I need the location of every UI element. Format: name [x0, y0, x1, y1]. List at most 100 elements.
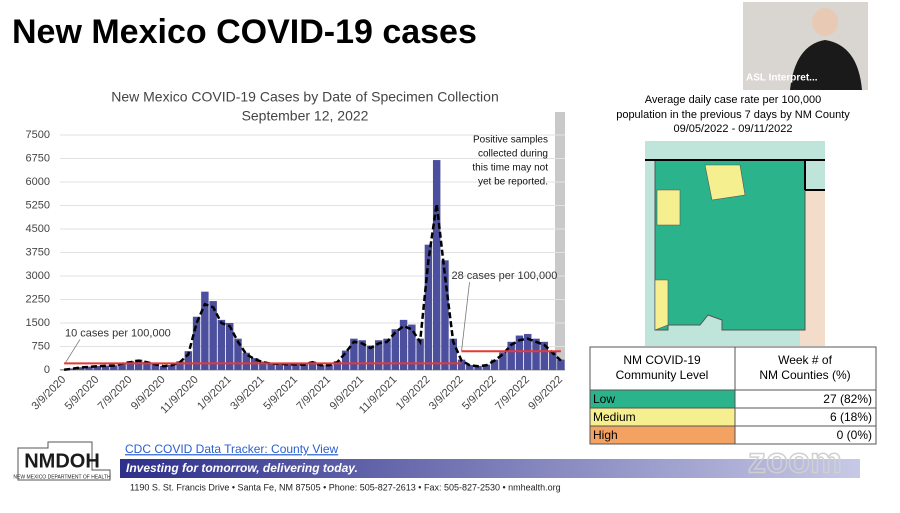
community-table: NM COVID-19 Community Level Week # of NM Co…	[589, 346, 877, 445]
bar	[540, 341, 549, 370]
bar	[143, 361, 151, 370]
bar	[383, 338, 391, 370]
bar	[192, 316, 201, 370]
y-tick-label: 5250	[26, 199, 50, 211]
bar	[466, 364, 474, 370]
bar	[366, 345, 375, 370]
reporting-lag-band	[555, 112, 565, 370]
county-medium	[704, 164, 746, 201]
bar	[101, 365, 110, 370]
x-tick-label: 3/9/2020	[30, 374, 69, 413]
annotation: this time may not	[472, 163, 548, 174]
bar	[490, 359, 499, 370]
chart-subtitle: September 12, 2022	[242, 108, 369, 124]
x-tick-label: 7/9/2020	[96, 374, 135, 413]
x-tick-label: 3/9/2022	[427, 374, 466, 413]
bar	[325, 364, 333, 370]
bar	[350, 338, 358, 370]
bar	[499, 352, 507, 370]
community-level: Low	[593, 392, 615, 406]
county-count: 0 (0%)	[837, 428, 872, 442]
link[interactable]: CDC COVID Data Tracker: County View	[125, 442, 339, 456]
table-row	[734, 425, 877, 445]
y-tick-label: 3750	[26, 246, 50, 258]
bar	[209, 301, 217, 370]
bar	[308, 361, 317, 370]
chart-title: New Mexico COVID-19 Cases by Date of Spe…	[111, 89, 499, 105]
x-tick-label: 5/9/2021	[261, 374, 300, 413]
x-tick-label: 1/9/2021	[195, 374, 234, 413]
bar	[159, 365, 168, 370]
bar	[333, 361, 342, 370]
x-tick-label: 7/9/2022	[493, 374, 532, 413]
bar	[557, 359, 565, 370]
bar	[292, 364, 300, 370]
bar	[176, 361, 184, 370]
tagline: Investing for tomorrow, delivering today…	[126, 461, 358, 475]
video-label: ASL Interpret...	[746, 73, 818, 84]
person-body	[790, 40, 862, 90]
logo-text: NMDOH	[24, 450, 100, 472]
bar	[168, 364, 176, 370]
bar	[217, 319, 226, 370]
map-title: Average daily case rate per 100,000	[645, 94, 822, 106]
y-tick-label: 4500	[26, 223, 50, 235]
bar	[341, 350, 350, 370]
address: 1190 S. St. Francis Drive • Santa Fe, NM…	[130, 482, 561, 492]
x-tick-label: 9/9/2022	[526, 374, 565, 413]
bar	[449, 338, 457, 370]
annotation: yet be reported.	[478, 177, 548, 188]
y-tick-label: 6000	[26, 176, 50, 188]
person-head	[812, 8, 838, 36]
county-medium	[656, 189, 681, 226]
bar	[317, 364, 325, 370]
tagline-bar	[120, 459, 860, 478]
bar	[300, 364, 308, 370]
county-count: 27 (82%)	[823, 392, 872, 406]
bar	[201, 291, 209, 370]
bar	[234, 338, 242, 370]
map-title: population in the previous 7 days by NM …	[616, 109, 850, 121]
y-tick-label: 6750	[26, 152, 50, 164]
bar	[416, 338, 424, 370]
map-title: 09/05/2022 - 09/11/2022	[673, 123, 792, 135]
bar	[68, 368, 77, 370]
y-tick-label: 3000	[26, 270, 50, 282]
y-tick-label: 750	[32, 340, 50, 352]
bar	[507, 341, 515, 370]
table-header-cell: NM COVID-19 Community Level	[616, 353, 709, 382]
bar	[532, 338, 540, 370]
bar	[375, 340, 383, 370]
series-annotation: 28 cases per 100,000	[452, 270, 558, 282]
table-header	[589, 346, 877, 391]
bar	[424, 244, 433, 370]
annotation: collected during	[478, 149, 548, 160]
bar	[515, 335, 524, 370]
series-annotation: 10 cases per 100,000	[65, 327, 171, 339]
bar	[548, 350, 557, 370]
bar	[242, 352, 250, 370]
logo-subtext: NEW MEXICO DEPARTMENT OF HEALTH	[13, 474, 111, 480]
line	[63, 203, 562, 371]
community-level: Medium	[593, 410, 636, 424]
table-header-cell: Week # of NM Counties (%)	[759, 353, 850, 382]
zoom-watermark: zoom	[748, 440, 842, 481]
y-tick-label: 0	[44, 364, 50, 376]
bar	[432, 160, 441, 370]
bar	[118, 363, 126, 370]
y-tick-label: 7500	[26, 129, 50, 141]
bar	[399, 319, 408, 370]
annotation-leader	[64, 339, 81, 364]
bar	[225, 323, 234, 370]
x-tick-label: 3/9/2021	[228, 374, 267, 413]
annotation-leader	[461, 282, 470, 352]
bar	[85, 366, 93, 370]
x-tick-label: 5/9/2020	[63, 374, 102, 413]
bar	[267, 363, 275, 370]
bar	[391, 329, 400, 370]
bar	[457, 359, 466, 370]
bar	[259, 361, 267, 370]
bar	[126, 361, 135, 370]
